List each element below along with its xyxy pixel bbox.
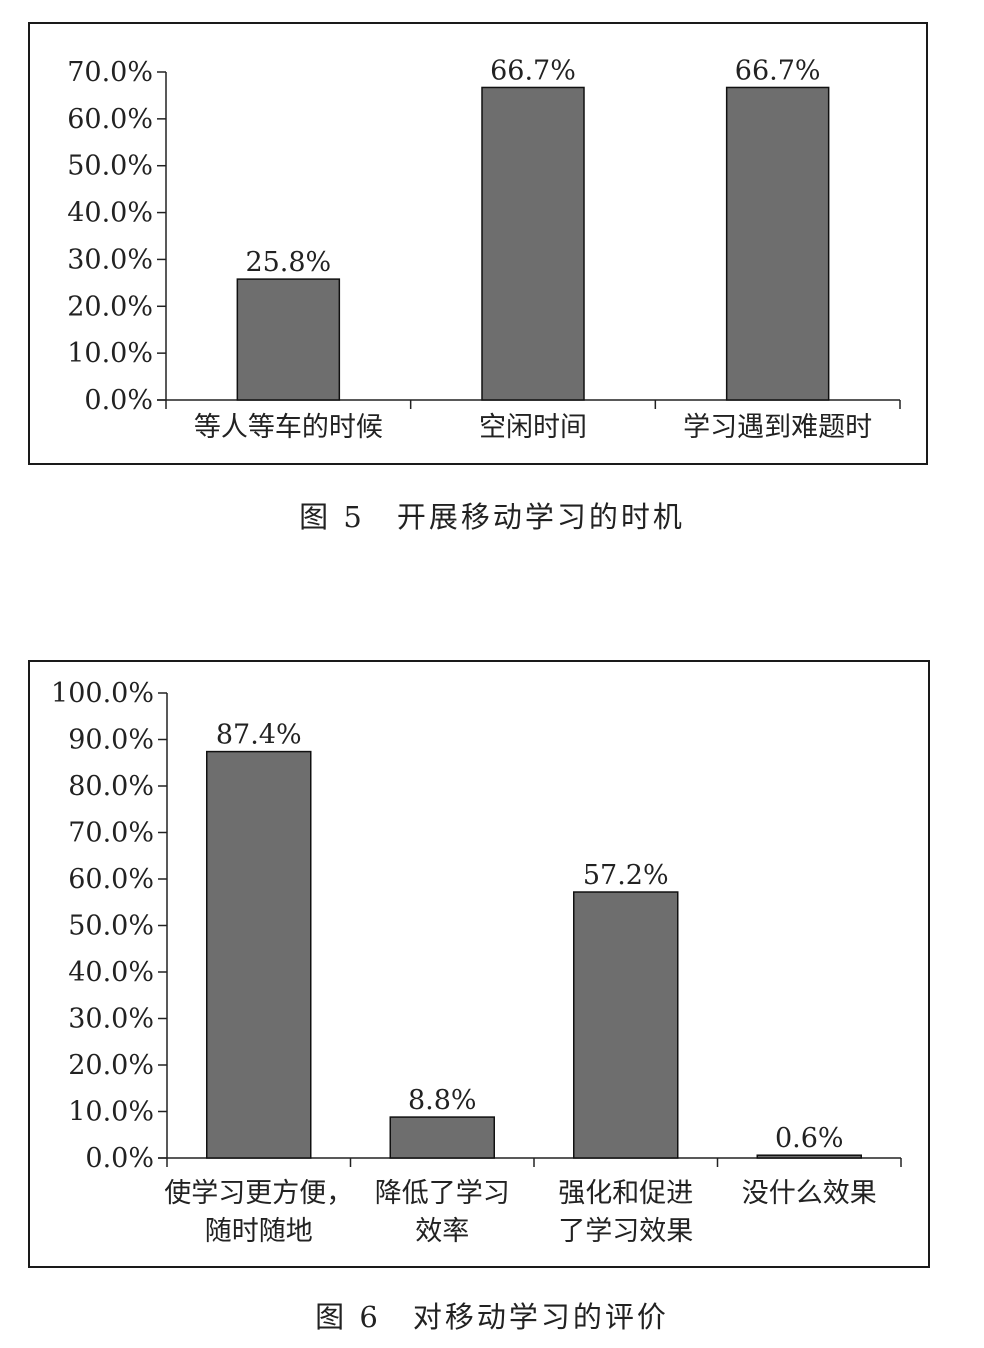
- chart-2-category-label: 没什么效果: [742, 1178, 877, 1209]
- chart-2-bar: [389, 1116, 495, 1159]
- chart-2-y-tick-label: 80.0%: [68, 771, 154, 802]
- chart-2-y-tick-label: 10.0%: [68, 1097, 154, 1128]
- chart-2-y-tick-label: 0.0%: [85, 1143, 154, 1174]
- chart-2-value-label: 8.8%: [408, 1085, 477, 1116]
- chart-1-category-label: 空闲时间: [479, 412, 587, 443]
- chart-1-y-tick-label: 70.0%: [67, 57, 153, 88]
- chart-1-frame: 0.0% 10.0% 20.0% 30.0% 40.0% 50.0% 60.0% 70.0% 2…: [28, 22, 928, 465]
- chart-2-y-tick-label: 100.0%: [51, 678, 154, 709]
- chart-2-bar: [756, 1154, 862, 1159]
- chart-2-y-tick-label: 60.0%: [68, 864, 154, 895]
- chart-1-category-label: 学习遇到难题时: [683, 412, 872, 443]
- chart-1-y-tick-label: 20.0%: [67, 291, 153, 322]
- chart-2-y-tick-label: 30.0%: [68, 1004, 154, 1035]
- chart-1-svg: 0.0% 10.0% 20.0% 30.0% 40.0% 50.0% 60.0% 70.0% 2…: [67, 55, 901, 443]
- chart-2-y-tick-label: 50.0%: [68, 911, 154, 942]
- chart-2-category-label: 强化和促进: [558, 1178, 693, 1209]
- chart-2-y-tick-label: 70.0%: [68, 818, 154, 849]
- chart-2-value-label: 0.6%: [775, 1123, 844, 1154]
- chart-1-category-label: 等人等车的时候: [194, 412, 383, 443]
- chart-1-y-tick-label: 10.0%: [67, 338, 153, 369]
- chart-2-value-label: 57.2%: [583, 860, 669, 891]
- chart-1-bar: [236, 278, 341, 401]
- chart-1-caption: 图 5 开展移动学习的时机: [299, 500, 685, 534]
- chart-2-y-tick-label: 20.0%: [68, 1050, 154, 1081]
- chart-2-y-tick-label: 40.0%: [68, 957, 154, 988]
- chart-1-bar: [725, 86, 830, 401]
- chart-1-value-label: 66.7%: [490, 55, 576, 86]
- chart-2-caption: 图 6 对移动学习的评价: [315, 1300, 669, 1334]
- chart-2-value-label: 87.4%: [216, 720, 302, 751]
- chart-2-category-label: 效率: [415, 1216, 469, 1247]
- chart-2-bar: [206, 750, 312, 1159]
- chart-2-bar: [573, 891, 679, 1159]
- chart-2-category-label: 随时随地: [205, 1216, 313, 1247]
- chart-1-bar: [481, 86, 585, 401]
- chart-2-y-tick-label: 90.0%: [68, 725, 154, 756]
- chart-2-category-label: 了学习效果: [558, 1216, 693, 1247]
- chart-1-y-tick-label: 50.0%: [67, 151, 153, 182]
- chart-1-y-tick-label: 0.0%: [84, 385, 153, 416]
- chart-2-svg: 0.0% 10.0% 20.0% 30.0% 40.0% 50.0% 60.0% 70.0% 8…: [51, 678, 902, 1247]
- chart-1-y-tick-label: 60.0%: [67, 104, 153, 135]
- chart-1-value-label: 66.7%: [735, 55, 821, 86]
- chart-1-y-tick-label: 40.0%: [67, 198, 153, 229]
- chart-2-category-label: 降低了学习: [375, 1178, 510, 1209]
- chart-1-value-label: 25.8%: [245, 247, 331, 278]
- chart-1-y-tick-label: 30.0%: [67, 244, 153, 275]
- chart-2-category-label: 使学习更方便，: [164, 1178, 353, 1209]
- chart-2-frame: 0.0% 10.0% 20.0% 30.0% 40.0% 50.0% 60.0% 70.0% 8…: [28, 660, 930, 1268]
